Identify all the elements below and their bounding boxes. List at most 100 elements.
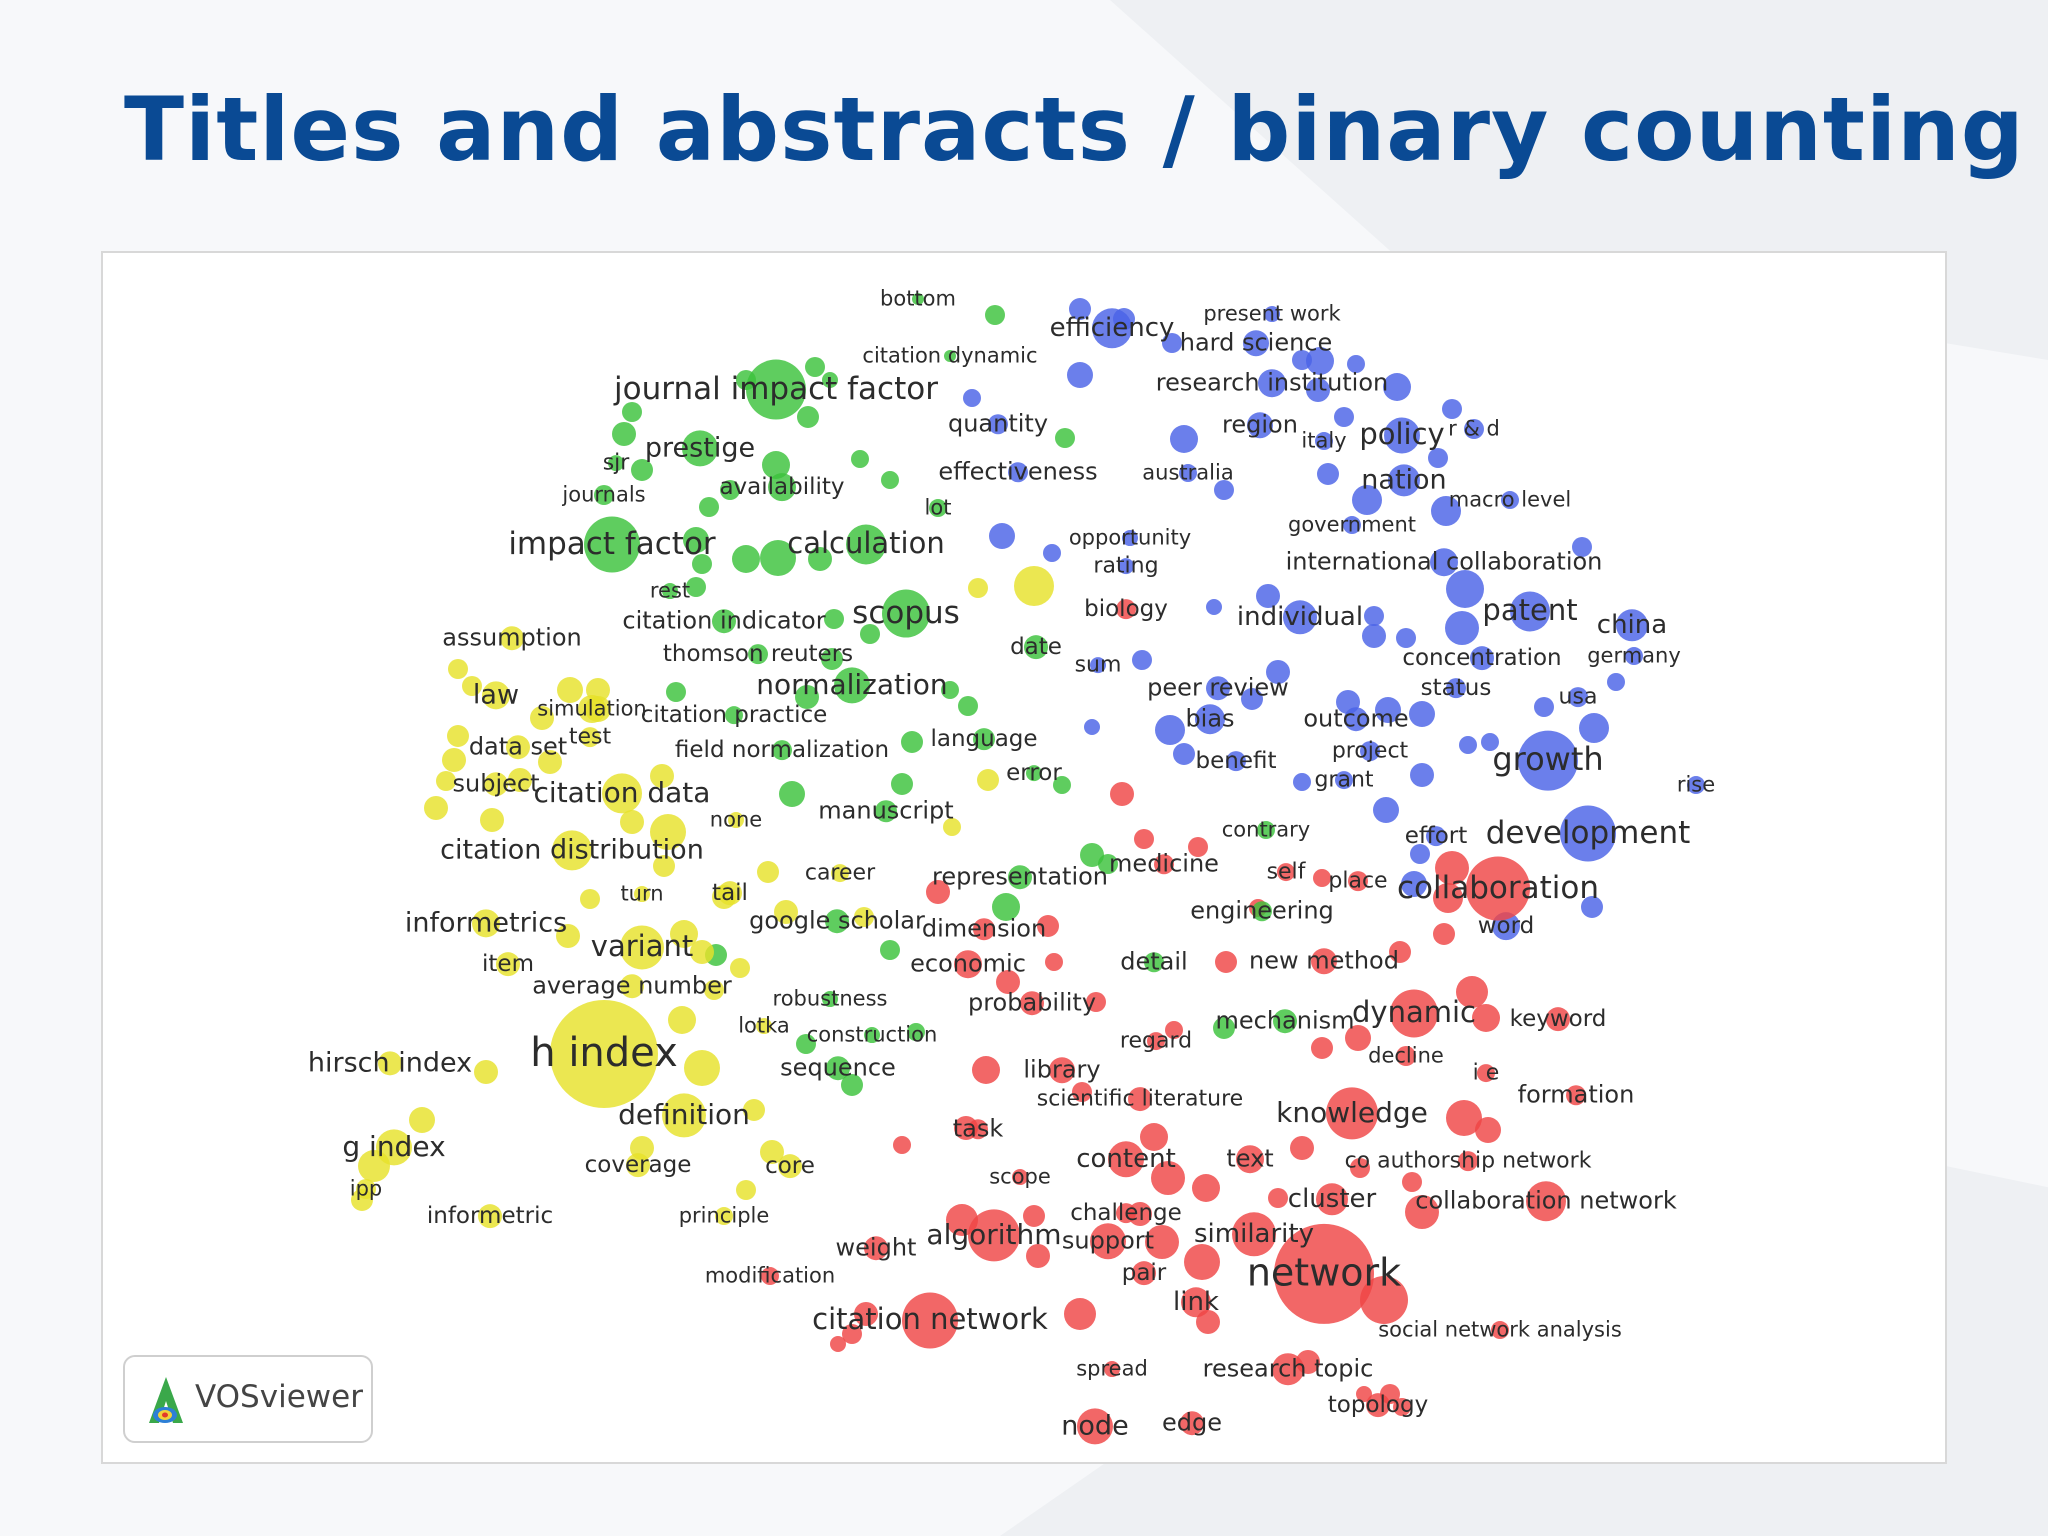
- term-label[interactable]: challenge: [1070, 1200, 1182, 1226]
- term-node[interactable]: [1274, 1223, 1374, 1324]
- term-label[interactable]: citation data: [534, 776, 711, 809]
- term-label[interactable]: field normalization: [675, 737, 889, 763]
- term-label[interactable]: mechanism: [1215, 1006, 1354, 1034]
- term-node[interactable]: [1396, 1046, 1416, 1067]
- term-node[interactable]: [620, 925, 664, 970]
- term-node[interactable]: [1206, 676, 1230, 701]
- term-node[interactable]: [682, 430, 718, 467]
- term-label[interactable]: prestige: [645, 432, 755, 463]
- term-label[interactable]: individual: [1237, 602, 1363, 632]
- term-node[interactable]: [594, 485, 614, 506]
- term-node[interactable]: [968, 1119, 988, 1140]
- term-label[interactable]: algorithm: [926, 1218, 1061, 1251]
- term-label[interactable]: informetrics: [405, 907, 567, 938]
- term-node[interactable]: [1348, 871, 1368, 892]
- term-map-panel[interactable]: bottom citation dynamic journal impact fac…: [101, 251, 1947, 1464]
- term-node[interactable]: [834, 667, 870, 704]
- term-node[interactable]: [968, 1209, 1020, 1262]
- term-label[interactable]: edge: [1162, 1408, 1222, 1436]
- term-node[interactable]: [1195, 704, 1225, 735]
- term-label[interactable]: normalization: [756, 668, 947, 701]
- term-label[interactable]: development: [1486, 815, 1691, 851]
- term-node[interactable]: [602, 773, 642, 814]
- term-label[interactable]: thomson reuters: [663, 641, 853, 667]
- term-node[interactable]: [1147, 1032, 1165, 1051]
- term-node[interactable]: [1315, 432, 1333, 451]
- term-node[interactable]: [506, 735, 530, 760]
- term-label[interactable]: tail: [712, 880, 748, 906]
- term-label[interactable]: citation indicator: [622, 606, 825, 634]
- term-label[interactable]: availability: [719, 474, 844, 500]
- term-label[interactable]: google scholar: [749, 906, 925, 934]
- term-label[interactable]: modification: [705, 1263, 835, 1287]
- term-label[interactable]: quantity: [948, 409, 1048, 437]
- term-node[interactable]: [662, 1093, 706, 1138]
- term-label[interactable]: core: [765, 1153, 815, 1179]
- term-node[interactable]: [973, 728, 995, 751]
- term-node[interactable]: [1144, 952, 1164, 973]
- term-label[interactable]: formation: [1518, 1080, 1635, 1108]
- term-label[interactable]: keyword: [1510, 1006, 1607, 1032]
- term-label[interactable]: scope: [989, 1164, 1051, 1188]
- term-node[interactable]: [1446, 678, 1466, 699]
- term-node[interactable]: [1108, 1141, 1144, 1178]
- term-node[interactable]: [1116, 1203, 1136, 1224]
- term-node[interactable]: [1008, 865, 1032, 890]
- term-node[interactable]: [1566, 1085, 1586, 1106]
- term-node[interactable]: [1430, 548, 1458, 577]
- term-node[interactable]: [712, 609, 736, 634]
- term-label[interactable]: probability: [968, 988, 1096, 1016]
- term-label[interactable]: region: [1222, 410, 1298, 438]
- term-label[interactable]: rest: [650, 578, 690, 602]
- term-label[interactable]: language: [930, 726, 1037, 752]
- term-node[interactable]: [1247, 412, 1273, 439]
- term-label[interactable]: new method: [1249, 946, 1399, 974]
- term-label[interactable]: none: [710, 807, 762, 831]
- term-label[interactable]: citation network: [812, 1302, 1048, 1336]
- term-node[interactable]: [1390, 989, 1438, 1038]
- term-label[interactable]: r & d: [1448, 416, 1500, 440]
- term-node[interactable]: [1181, 1287, 1211, 1318]
- term-label[interactable]: macro level: [1449, 487, 1572, 511]
- term-label[interactable]: dimension: [922, 914, 1046, 942]
- term-node[interactable]: [1501, 491, 1519, 510]
- term-label[interactable]: efficiency: [1050, 313, 1175, 343]
- term-label[interactable]: rise: [1677, 772, 1715, 796]
- term-node[interactable]: [1049, 1057, 1075, 1084]
- term-node[interactable]: [1020, 991, 1044, 1016]
- term-node[interactable]: [772, 740, 792, 761]
- term-label[interactable]: lot: [925, 495, 952, 519]
- term-label[interactable]: grant: [1314, 768, 1373, 793]
- term-node[interactable]: [478, 1204, 502, 1229]
- term-node[interactable]: [1344, 707, 1368, 732]
- term-label[interactable]: dynamic: [1352, 995, 1476, 1029]
- term-node[interactable]: [1090, 1223, 1126, 1260]
- term-label[interactable]: benefit: [1196, 748, 1277, 774]
- term-label[interactable]: assumption: [442, 623, 582, 651]
- term-node[interactable]: [1077, 1408, 1113, 1445]
- term-node[interactable]: [1470, 646, 1494, 671]
- term-label[interactable]: i e: [1473, 1061, 1500, 1086]
- term-label[interactable]: government: [1288, 512, 1416, 536]
- term-label[interactable]: usa: [1559, 685, 1598, 710]
- term-label[interactable]: date: [1010, 634, 1062, 660]
- term-node[interactable]: [1026, 765, 1042, 782]
- term-node[interactable]: [748, 644, 768, 665]
- term-label[interactable]: biology: [1084, 596, 1168, 622]
- term-node[interactable]: [496, 952, 520, 977]
- term-node[interactable]: [552, 830, 592, 871]
- term-node[interactable]: [1243, 330, 1269, 357]
- term-label[interactable]: decline: [1368, 1043, 1444, 1067]
- term-node[interactable]: [725, 706, 743, 725]
- term-label[interactable]: g index: [342, 1130, 445, 1163]
- term-node[interactable]: [1546, 1007, 1570, 1032]
- term-node[interactable]: [1458, 1151, 1478, 1172]
- term-node[interactable]: [1257, 821, 1275, 840]
- term-label[interactable]: h index: [530, 1030, 678, 1076]
- term-node[interactable]: [1258, 369, 1286, 398]
- term-label[interactable]: data set: [469, 732, 567, 760]
- term-label[interactable]: china: [1597, 610, 1667, 640]
- term-node[interactable]: [1154, 854, 1174, 875]
- term-label[interactable]: peer review: [1147, 673, 1289, 701]
- term-label[interactable]: sjr: [603, 451, 631, 476]
